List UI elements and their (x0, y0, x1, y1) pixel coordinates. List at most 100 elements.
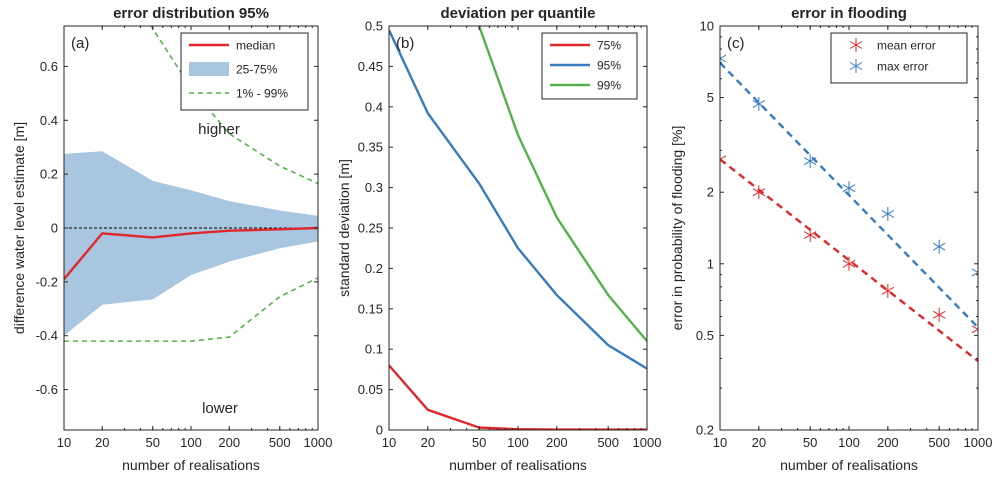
x-tick-label: 50 (472, 435, 486, 450)
y-tick-label: -0.4 (36, 328, 58, 343)
data-layer (720, 51, 978, 362)
y-tick-label: 0.5 (365, 19, 383, 34)
mean-error-marker (881, 283, 895, 298)
y-tick-label: 0.3 (365, 180, 383, 195)
y-tick-label: 0.1 (365, 342, 383, 357)
marker-stroke (842, 184, 856, 193)
y-axis-label: error in probability of flooding [%] (669, 126, 685, 331)
marker-stroke (803, 231, 817, 240)
y-tick-label: 0.2 (365, 261, 383, 276)
mean-error-marker (971, 322, 978, 337)
y-tick-label: 0.2 (696, 423, 714, 438)
marker-stroke (720, 158, 727, 164)
max-error-marker (842, 181, 856, 196)
max-error-marker (720, 51, 727, 66)
panel-c: 10 20 50 100 200 500 1000 0.2 0.5 1 2 5 10 error in f… (669, 5, 992, 473)
y-tick-label: 0.2 (40, 167, 58, 182)
panel-letter: (c) (727, 35, 745, 52)
max-error-marker (752, 96, 766, 111)
marker-stroke (971, 271, 978, 277)
y-tick-label: 5 (707, 90, 714, 105)
y-tick-label: -0.2 (36, 274, 58, 289)
x-tick-label: 1000 (964, 435, 993, 450)
legend: mean error max error (830, 32, 968, 84)
x-tick-label: 20 (421, 435, 435, 450)
x-tick-label: 20 (752, 435, 766, 450)
x-tick-label: 10 (713, 435, 727, 450)
quantile-1-line (64, 277, 318, 342)
y-tick-label: -0.6 (36, 382, 58, 397)
mean-error-marker (720, 152, 727, 167)
y-axis-label: standard deviation [m] (336, 159, 352, 297)
y-tick-label: 2 (707, 185, 714, 200)
y-tick-label: 0.4 (365, 99, 383, 114)
x-tick-label: 500 (597, 435, 619, 450)
marker-stroke (932, 242, 946, 251)
x-tick-label: 500 (928, 435, 950, 450)
y-tick-label: 0.45 (358, 59, 383, 74)
marker-stroke (720, 54, 727, 60)
y-tick-label: 0.4 (40, 113, 58, 128)
panel-letter: (a) (71, 35, 89, 52)
chart-title: error distribution 95% (113, 5, 269, 22)
x-axis-label: number of realisations (449, 457, 587, 473)
marker-stroke (881, 210, 895, 218)
marker-stroke (971, 268, 978, 273)
legend-label: 95% (597, 59, 621, 73)
x-tick-label: 100 (838, 435, 860, 450)
y-tick-label: 0.25 (358, 221, 383, 236)
max-error-marker (881, 206, 895, 221)
mean-error-marker (842, 256, 856, 271)
annotation-higher: higher (198, 121, 240, 138)
series-line-75pct (389, 364, 647, 430)
mean-error-marker (803, 228, 817, 243)
y-tick-label: 10 (700, 19, 714, 34)
y-tick-label: 1 (707, 256, 714, 271)
annotation-lower: lower (202, 400, 238, 417)
x-tick-label: 1000 (633, 435, 662, 450)
legend-label: max error (877, 60, 928, 74)
marker-stroke (849, 62, 863, 70)
median-line (64, 226, 318, 280)
panel-a: 10 20 50 100 200 500 1000 -0.6 -0.4 -0.2 0 0.2 0.4 0.… (11, 5, 333, 473)
marker-stroke (752, 188, 766, 197)
y-tick-label: 0.05 (358, 382, 383, 397)
x-tick-label: 1000 (304, 435, 333, 450)
marker-stroke (803, 157, 817, 166)
x-tick-label: 20 (95, 435, 109, 450)
legend-label: 1% - 99% (236, 87, 288, 101)
panel-letter: (b) (396, 35, 414, 52)
mean-error-marker (932, 307, 946, 322)
marker-stroke (932, 310, 946, 319)
y-tick-label: 0.6 (40, 59, 58, 74)
legend-swatch-band (189, 62, 229, 76)
series-line-95pct (389, 29, 647, 370)
y-axis-label: difference water level estimate [m] (11, 122, 27, 334)
x-tick-label: 10 (57, 435, 71, 450)
legend-label: mean error (877, 39, 936, 53)
max-error-marker (932, 239, 946, 254)
legend-label: median (236, 39, 275, 53)
chart-title: error in flooding (791, 5, 907, 22)
max-error-marker (971, 265, 978, 280)
marker-stroke (971, 325, 978, 330)
x-axis-label: number of realisations (122, 457, 260, 473)
axes-box (719, 25, 979, 431)
marker-stroke (842, 259, 856, 268)
max-error-marker (803, 154, 817, 169)
legend: median 25-75% 1% - 99% (180, 32, 309, 111)
x-tick-label: 50 (146, 435, 160, 450)
legend-label: 25-75% (236, 63, 278, 77)
x-tick-label: 100 (507, 435, 529, 450)
x-tick-label: 500 (269, 435, 291, 450)
x-tick-label: 10 (382, 435, 396, 450)
legend-label: 99% (597, 79, 621, 93)
marker-stroke (720, 57, 727, 63)
x-tick-label: 200 (877, 435, 899, 450)
y-tick-label: 0.5 (696, 328, 714, 343)
y-tick-label: 0.15 (358, 301, 383, 316)
band-25-75-area (64, 151, 318, 336)
legend-label: 75% (597, 39, 621, 53)
y-tick-label: 0 (376, 423, 383, 438)
mean-error-marker (752, 185, 766, 200)
